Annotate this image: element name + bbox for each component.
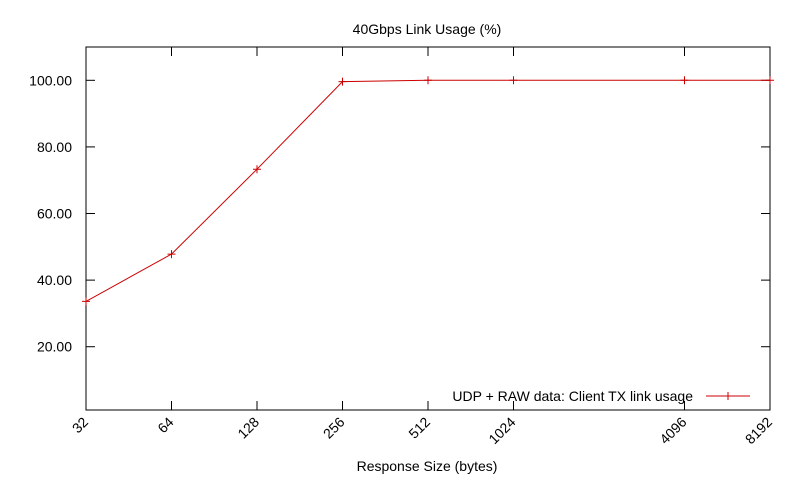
y-tick-label: 80.00 bbox=[37, 139, 72, 155]
series-line bbox=[85, 79, 770, 302]
x-tick-label: 32 bbox=[69, 414, 91, 436]
x-tick-label: 512 bbox=[405, 414, 433, 442]
data-point-marker bbox=[766, 76, 774, 85]
legend-swatch-marker bbox=[724, 392, 732, 400]
x-tick-label: 256 bbox=[320, 414, 348, 442]
y-tick-label: 100.00 bbox=[29, 72, 72, 88]
data-point-marker bbox=[82, 297, 90, 306]
data-point-marker bbox=[509, 76, 518, 85]
x-tick-label: 128 bbox=[234, 414, 262, 442]
x-tick-label: 4096 bbox=[656, 414, 689, 447]
x-tick-label: 1024 bbox=[485, 414, 518, 447]
data-point-marker bbox=[338, 77, 347, 86]
data-point-marker bbox=[424, 76, 432, 85]
x-tick-label: 64 bbox=[154, 414, 176, 436]
x-axis-label: Response Size (bytes) bbox=[357, 458, 498, 474]
chart-title: 40Gbps Link Usage (%) bbox=[353, 21, 502, 37]
y-axis: 20.00 40.00 60.00 80.00 100.00 bbox=[29, 72, 770, 355]
y-tick-label: 60.00 bbox=[37, 206, 72, 222]
y-tick-label: 20.00 bbox=[37, 339, 72, 355]
data-point-marker bbox=[680, 76, 689, 85]
data-point-marker bbox=[167, 250, 176, 259]
data-point-marker bbox=[253, 165, 261, 174]
y-tick-label: 40.00 bbox=[37, 272, 72, 288]
x-tick-label: 8192 bbox=[742, 414, 775, 447]
legend: UDP + RAW data: Client TX link usage bbox=[452, 388, 750, 404]
plot-frame bbox=[85, 46, 771, 411]
series-layer bbox=[82, 76, 774, 306]
legend-label: UDP + RAW data: Client TX link usage bbox=[452, 388, 693, 404]
